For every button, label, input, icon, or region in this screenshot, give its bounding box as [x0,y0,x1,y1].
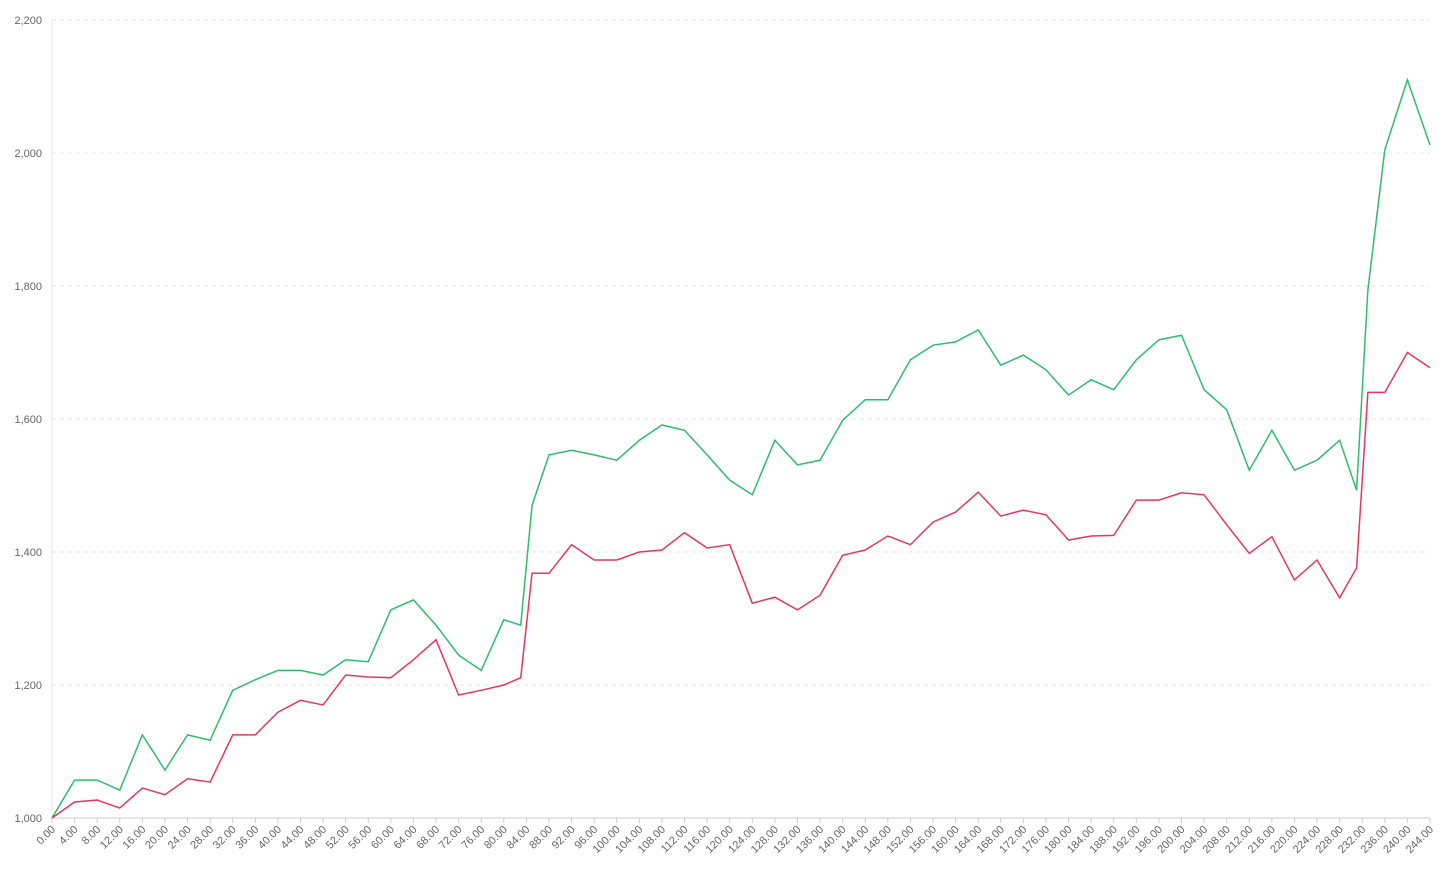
y-tick-label: 2,200 [14,15,42,27]
x-tick-label: 76.00 [459,824,487,852]
y-tick-label: 2,000 [14,148,42,160]
y-tick-label: 1,000 [14,813,42,825]
y-tick-label: 1,200 [14,680,42,692]
x-tick-label: 24.00 [166,824,194,852]
x-tick-label: 60.00 [369,824,397,852]
series-line [51,351,1431,819]
x-tick-label: 84.00 [505,824,533,852]
x-tick-label: 44.00 [279,824,307,852]
x-tick-label: 56.00 [346,824,374,852]
x-tick-label: 88.00 [527,824,555,852]
x-tick-label: 12.00 [98,824,126,852]
x-tick-label: 80.00 [482,824,510,852]
x-tick-label: 0.00 [34,824,58,848]
x-tick-label: 48.00 [301,824,329,852]
y-tick-label: 1,800 [14,281,42,293]
x-tick-label: 92.00 [550,824,578,852]
x-tick-label: 52.00 [324,824,352,852]
x-tick-label: 4.00 [57,824,81,848]
x-tick-label: 40.00 [256,824,284,852]
x-tick-label: 72.00 [437,824,465,852]
x-tick-label: 32.00 [211,824,239,852]
x-tick-label: 36.00 [233,824,261,852]
x-tick-label: 28.00 [188,824,216,852]
x-tick-label: 20.00 [143,824,171,852]
series-line [51,77,1431,819]
x-tick-label: 16.00 [121,824,149,852]
x-tick-label: 68.00 [414,824,442,852]
y-tick-label: 1,400 [14,547,42,559]
y-tick-label: 1,600 [14,414,42,426]
x-tick-label: 64.00 [392,824,420,852]
